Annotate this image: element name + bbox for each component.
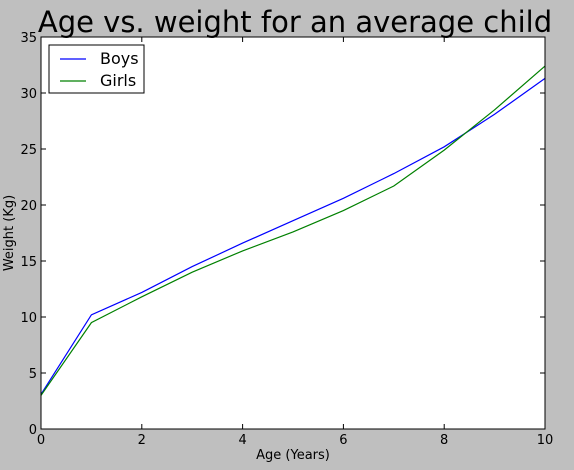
- y-tick-label: 20: [20, 199, 37, 214]
- y-tick-label: 25: [20, 143, 37, 158]
- x-tick-label: 2: [138, 433, 146, 448]
- y-tick-label: 35: [20, 31, 37, 46]
- x-tick-label: 8: [440, 433, 448, 448]
- x-tick-label: 6: [339, 433, 347, 448]
- y-tick-label: 30: [20, 87, 37, 102]
- y-tick-label: 10: [20, 311, 37, 326]
- series-layer: [40, 65, 546, 396]
- legend-label-boys: Boys: [100, 49, 139, 68]
- y-tick-label: 15: [20, 255, 37, 270]
- y-axis-label: Weight (Kg): [2, 195, 17, 271]
- x-tick-label: 4: [238, 433, 246, 448]
- tick-layer: 0 2 4 6 8 10 0 5 10 15 20 25 30 35: [20, 31, 553, 448]
- y-tick-label: 0: [29, 423, 37, 438]
- x-tick-label: 0: [37, 433, 45, 448]
- y-tick-label: 5: [29, 367, 37, 382]
- legend-box: [48, 44, 145, 94]
- x-tick-label: 10: [537, 433, 554, 448]
- legend: Boys Girls: [48, 44, 145, 94]
- series-line-girls: [40, 65, 546, 396]
- legend-label-girls: Girls: [100, 71, 136, 90]
- x-axis-label: Age (Years): [256, 448, 330, 463]
- plot-frame: [40, 36, 546, 430]
- chart-title: Age vs. weight for an average child: [38, 5, 552, 39]
- plot-area: [41, 37, 545, 429]
